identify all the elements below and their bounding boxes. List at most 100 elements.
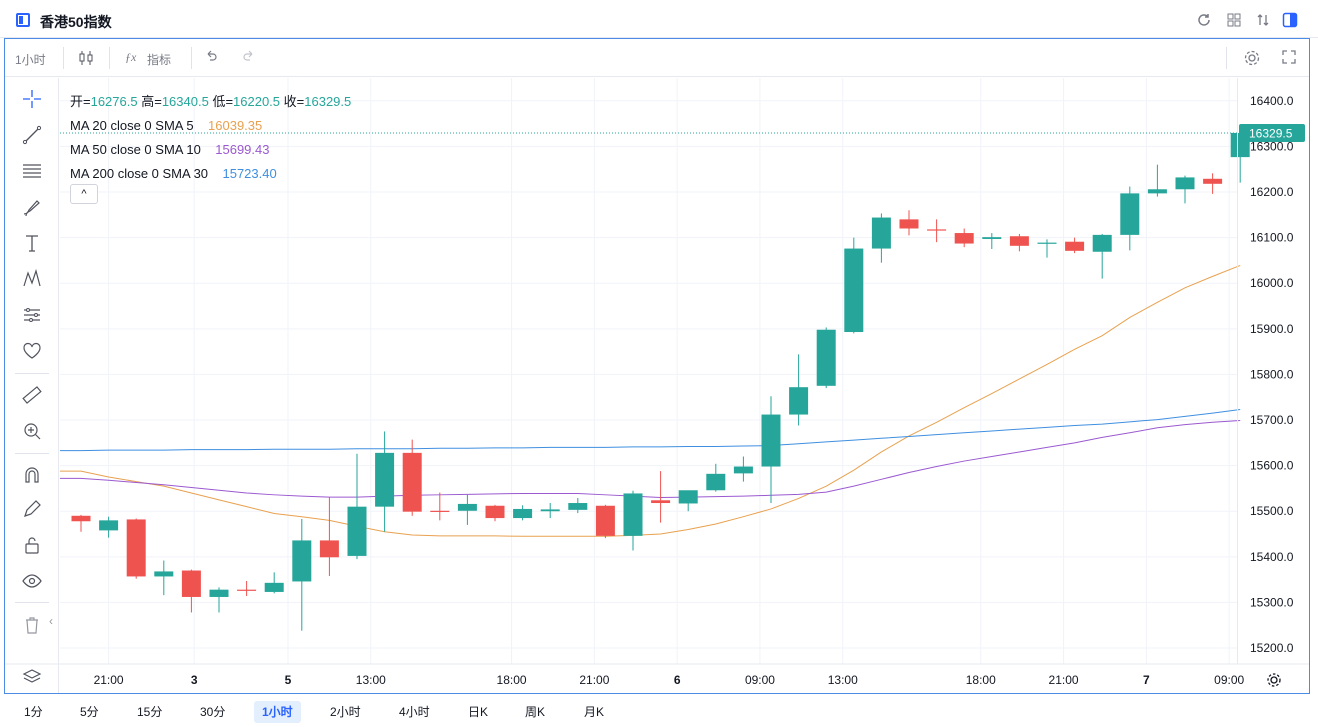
text-tool-icon[interactable] (21, 232, 43, 254)
candle-body (485, 505, 505, 519)
tool-divider (15, 373, 49, 374)
interval-button[interactable]: 日K (468, 705, 489, 719)
candle (844, 237, 864, 334)
ma-row[interactable]: MA 50 close 0 SMA 10 15699.43 (70, 138, 351, 162)
candle (485, 504, 505, 522)
last-price-label: 16329.5 (1249, 126, 1293, 140)
pencil-lock-icon[interactable] (21, 498, 43, 520)
legend-collapse-button[interactable]: ^ (70, 184, 98, 204)
candle (761, 396, 781, 504)
candle-body (71, 515, 91, 522)
candle (678, 490, 698, 512)
fullscreen-icon[interactable] (1281, 49, 1297, 68)
candle-style-icon[interactable] (77, 49, 95, 70)
candle-body (154, 571, 174, 577)
candle-body (292, 540, 312, 582)
interval-button[interactable]: 1分 (24, 705, 43, 719)
candle-body (651, 500, 671, 504)
ma-row[interactable]: MA 20 close 0 SMA 5 16039.35 (70, 114, 351, 138)
interval-button[interactable]: 1小时 (254, 701, 301, 723)
price-tick-label: 15500.0 (1250, 504, 1294, 518)
time-tick-label: 3 (191, 673, 198, 687)
collapse-toolbar-icon[interactable]: ‹ (49, 614, 53, 628)
candle (1065, 237, 1085, 254)
ruler-icon[interactable] (21, 384, 43, 406)
candle-body (402, 452, 422, 512)
time-tick-label: 5 (285, 673, 292, 687)
magnet-icon[interactable] (21, 464, 43, 486)
settings-icon[interactable] (1243, 49, 1261, 70)
price-tick-label: 16000.0 (1250, 276, 1294, 290)
price-tick-label: 15600.0 (1250, 459, 1294, 473)
candle-body (844, 248, 864, 333)
candle (816, 327, 836, 389)
trend-line-icon[interactable] (21, 124, 43, 146)
indicators-button[interactable]: 指标 (147, 53, 172, 67)
crosshair-icon[interactable] (21, 88, 43, 110)
price-tick-label: 15400.0 (1250, 550, 1294, 564)
open-value: 16276.5 (90, 94, 138, 109)
refresh-icon[interactable] (1196, 12, 1212, 28)
candle-body (1037, 242, 1057, 244)
interval-button[interactable]: 5分 (80, 705, 99, 719)
interval-selector[interactable]: 1小时 (15, 53, 46, 67)
pattern-icon[interactable] (21, 268, 43, 290)
candle-body (954, 233, 974, 244)
time-tick-label: 13:00 (828, 673, 858, 687)
high-label: 高= (141, 94, 162, 109)
trash-icon[interactable] (21, 614, 43, 636)
candle-body (1120, 193, 1140, 235)
time-tick-label: 7 (1143, 673, 1150, 687)
interval-button[interactable]: 15分 (137, 705, 163, 719)
heart-icon[interactable] (21, 340, 43, 362)
candle (1009, 233, 1029, 252)
brush-icon[interactable] (21, 196, 43, 218)
candle (871, 213, 891, 263)
close-value: 16329.5 (304, 94, 352, 109)
function-icon[interactable]: ƒx (125, 50, 137, 64)
candle (982, 233, 1002, 250)
undo-icon[interactable] (203, 49, 219, 68)
measure-lines-icon[interactable] (21, 304, 43, 326)
price-tick-label: 16100.0 (1250, 231, 1294, 245)
ma-label: MA 200 close 0 SMA 30 (70, 166, 209, 181)
interval-button[interactable]: 周K (525, 705, 546, 719)
window-title: 香港50指数 (40, 14, 112, 30)
sort-arrows-icon[interactable] (1255, 12, 1271, 28)
layers-icon[interactable] (21, 666, 43, 688)
candle-body (209, 589, 229, 597)
candle-body (568, 503, 588, 510)
price-scale[interactable] (1237, 78, 1309, 664)
candle-body (789, 387, 809, 415)
horizontal-lines-icon[interactable] (21, 160, 43, 182)
unlock-icon[interactable] (21, 534, 43, 556)
interval-button[interactable]: 月K (584, 705, 605, 719)
app-logo-icon (16, 13, 30, 27)
open-label: 开= (70, 94, 91, 109)
candle (954, 228, 974, 248)
layout-grid-icon[interactable] (1226, 12, 1242, 28)
chart-toolbar: 1小时 ƒx 指标 (5, 39, 1309, 77)
interval-button[interactable]: 2小时 (330, 705, 361, 719)
chart-frame (4, 38, 1310, 694)
time-axis-settings-icon (1267, 673, 1281, 687)
zoom-in-icon[interactable] (21, 420, 43, 442)
eye-icon[interactable] (21, 570, 43, 592)
interval-button[interactable]: 30分 (200, 705, 226, 719)
candle-body (1065, 241, 1085, 251)
interval-button[interactable]: 4小时 (399, 705, 430, 719)
ma-row[interactable]: MA 200 close 0 SMA 30 15723.40 (70, 162, 351, 186)
ma-label: MA 50 close 0 SMA 10 (70, 142, 201, 157)
redo-icon[interactable] (241, 49, 257, 68)
low-label: 低= (212, 94, 234, 109)
candle-body (513, 508, 533, 519)
candle (237, 581, 257, 597)
sidebar-toggle-icon[interactable] (1282, 12, 1298, 28)
candle (927, 219, 947, 243)
candle-body (457, 503, 477, 511)
moving-average-lines (60, 264, 1241, 537)
candle (375, 431, 395, 532)
candle (209, 587, 229, 613)
candle-body (623, 493, 643, 536)
